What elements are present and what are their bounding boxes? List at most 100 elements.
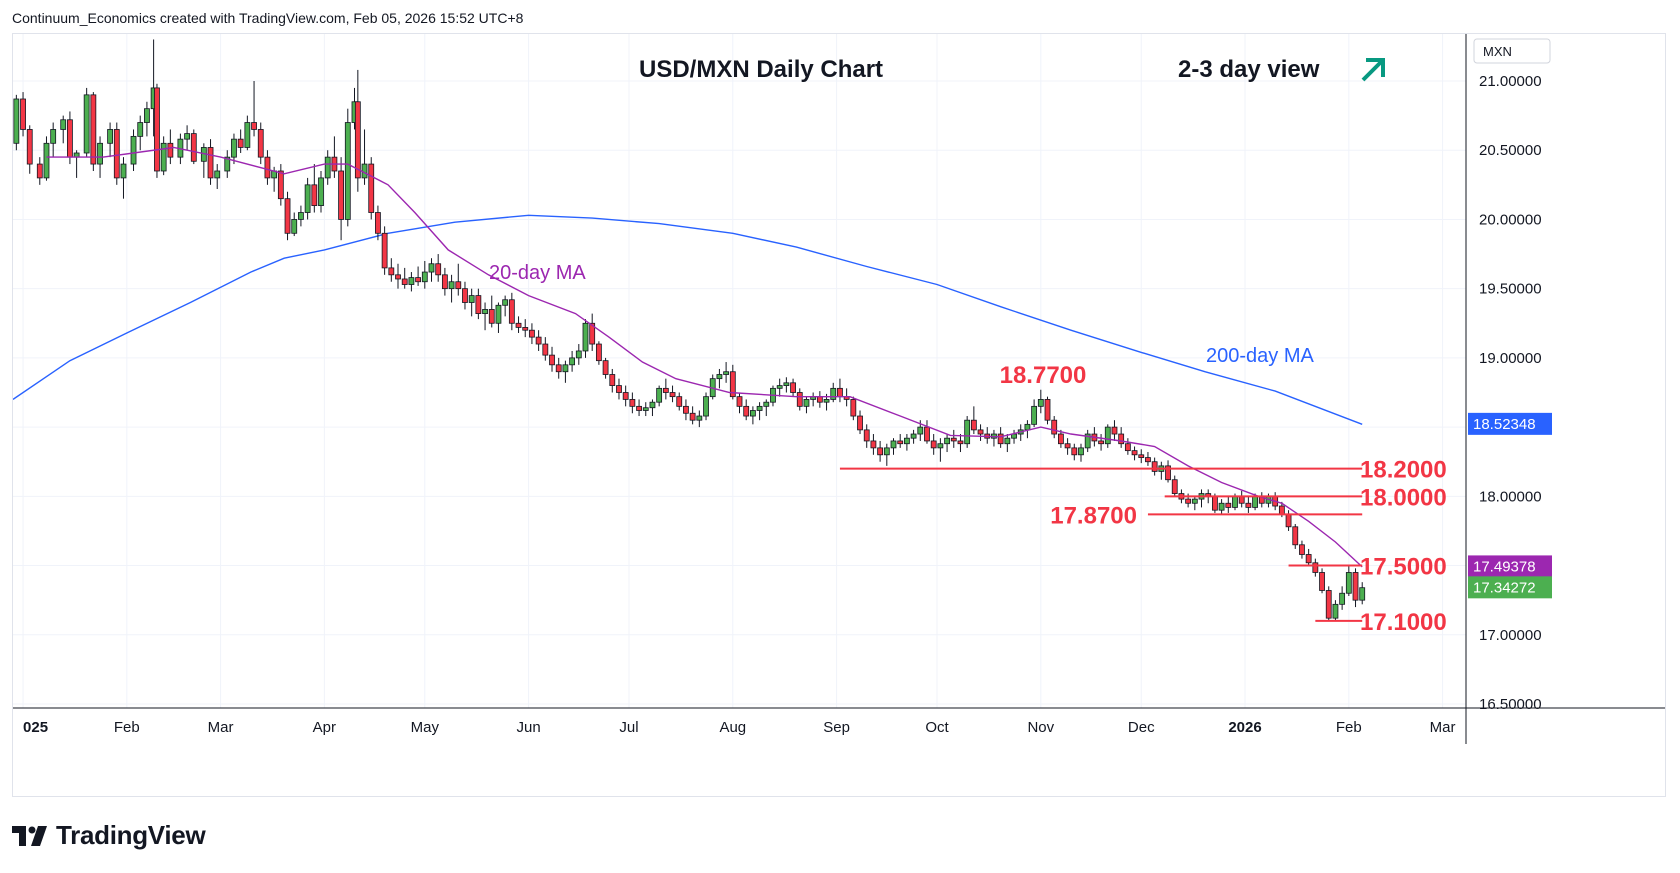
candle-body — [562, 364, 569, 373]
candle-body — [1051, 419, 1058, 435]
chart-frame[interactable]: 18.7700 18.2000 18.0000 17.8700 17.5000 17.10… — [12, 33, 1666, 797]
candle-body — [1292, 526, 1299, 546]
candle-body — [214, 170, 221, 179]
candle-body — [662, 387, 669, 393]
candle-body — [324, 156, 331, 179]
level-label: 18.7700 — [1000, 362, 1087, 389]
candle-body — [291, 219, 298, 234]
candle-body — [1238, 495, 1245, 504]
candle-body — [395, 274, 401, 280]
candle-body — [837, 387, 843, 398]
candle-body — [569, 357, 576, 366]
tradingview-logo[interactable]: TradingView — [12, 820, 206, 851]
candle-body — [338, 170, 344, 220]
candle-body — [1245, 502, 1252, 508]
candle-body — [683, 405, 689, 414]
candle-body — [736, 396, 743, 407]
candle-body — [1305, 554, 1312, 564]
grid-lines — [13, 34, 1466, 708]
ma20-layer — [46, 146, 1363, 568]
candle-body — [957, 440, 964, 445]
candle-body — [589, 322, 596, 345]
candle-body — [863, 429, 870, 442]
candle-body — [790, 382, 796, 393]
tradingview-logo-text: TradingView — [56, 820, 206, 850]
candle-body — [1138, 454, 1145, 458]
candle-body — [107, 129, 113, 144]
candle-body — [344, 122, 351, 220]
candle-body — [311, 184, 318, 206]
candle-body — [723, 371, 730, 375]
candle-body — [237, 138, 244, 148]
candle-body — [251, 122, 257, 130]
candle-body — [937, 443, 944, 449]
candle-body — [870, 440, 877, 449]
y-tick-label: 20.00000 — [1479, 211, 1542, 228]
x-tick-label: Oct — [925, 719, 949, 736]
candle-body — [669, 392, 676, 398]
candle-body — [816, 396, 823, 403]
candle-body — [231, 138, 237, 158]
candle-body — [284, 198, 291, 234]
candle-body — [36, 163, 43, 179]
candle-body — [1064, 443, 1071, 449]
candle-body — [488, 309, 495, 324]
candle-body — [1278, 505, 1285, 515]
candle-body — [298, 212, 304, 220]
candle-body — [582, 322, 589, 352]
price-badge-label: 17.34272 — [1473, 579, 1536, 596]
candle-body — [1131, 450, 1138, 456]
x-tick-label: 2026 — [1228, 719, 1261, 736]
candle-body — [97, 142, 103, 165]
candle-body — [1124, 443, 1131, 452]
candle-body — [729, 371, 736, 398]
price-badge-label: 17.49378 — [1473, 558, 1536, 575]
candle-body — [529, 329, 535, 338]
candle-body — [1232, 495, 1238, 508]
candle-body — [783, 382, 790, 386]
candle-body — [1312, 562, 1319, 573]
candle-body — [930, 440, 937, 449]
candle-body — [468, 295, 475, 303]
price-badge — [1468, 576, 1552, 599]
candle-body — [689, 412, 696, 421]
candle-body — [522, 327, 529, 331]
candle-body — [535, 336, 542, 345]
x-tick-label: May — [411, 719, 440, 736]
candle-body — [441, 274, 448, 290]
candle-body — [388, 267, 395, 276]
candle-body — [482, 309, 488, 314]
candle-body — [455, 281, 462, 290]
candle-body — [649, 401, 656, 409]
y-tick-label: 18.00000 — [1479, 488, 1542, 505]
candle-body — [502, 299, 509, 306]
candle-body — [144, 108, 150, 123]
candle-body — [207, 147, 214, 179]
candle-body — [1191, 498, 1198, 504]
candle-body — [997, 433, 1004, 445]
candle-body — [1325, 590, 1332, 619]
candle-body — [475, 295, 482, 314]
candle-body — [1058, 433, 1064, 445]
annotations-layer: USD/MXN Daily Chart 2-3 day view 20-day … — [489, 56, 1385, 367]
candle-body — [318, 177, 324, 207]
candle-body — [857, 415, 863, 431]
candle-body — [90, 94, 97, 165]
candle-body — [1037, 399, 1044, 407]
candle-body — [448, 281, 455, 290]
candle-body — [776, 385, 783, 389]
candle-body — [1071, 447, 1078, 456]
candle-body — [595, 343, 602, 362]
candle-body — [1084, 433, 1091, 449]
candle-body — [944, 437, 950, 445]
candle-body — [495, 304, 502, 324]
candle-body — [703, 396, 709, 417]
candle-body — [1078, 447, 1084, 456]
candle-body — [850, 399, 857, 417]
x-tick-label: Feb — [114, 719, 140, 736]
candle-body — [67, 119, 73, 158]
candle-body — [1145, 457, 1151, 463]
candle-body — [190, 133, 197, 162]
candle-body — [950, 437, 957, 442]
